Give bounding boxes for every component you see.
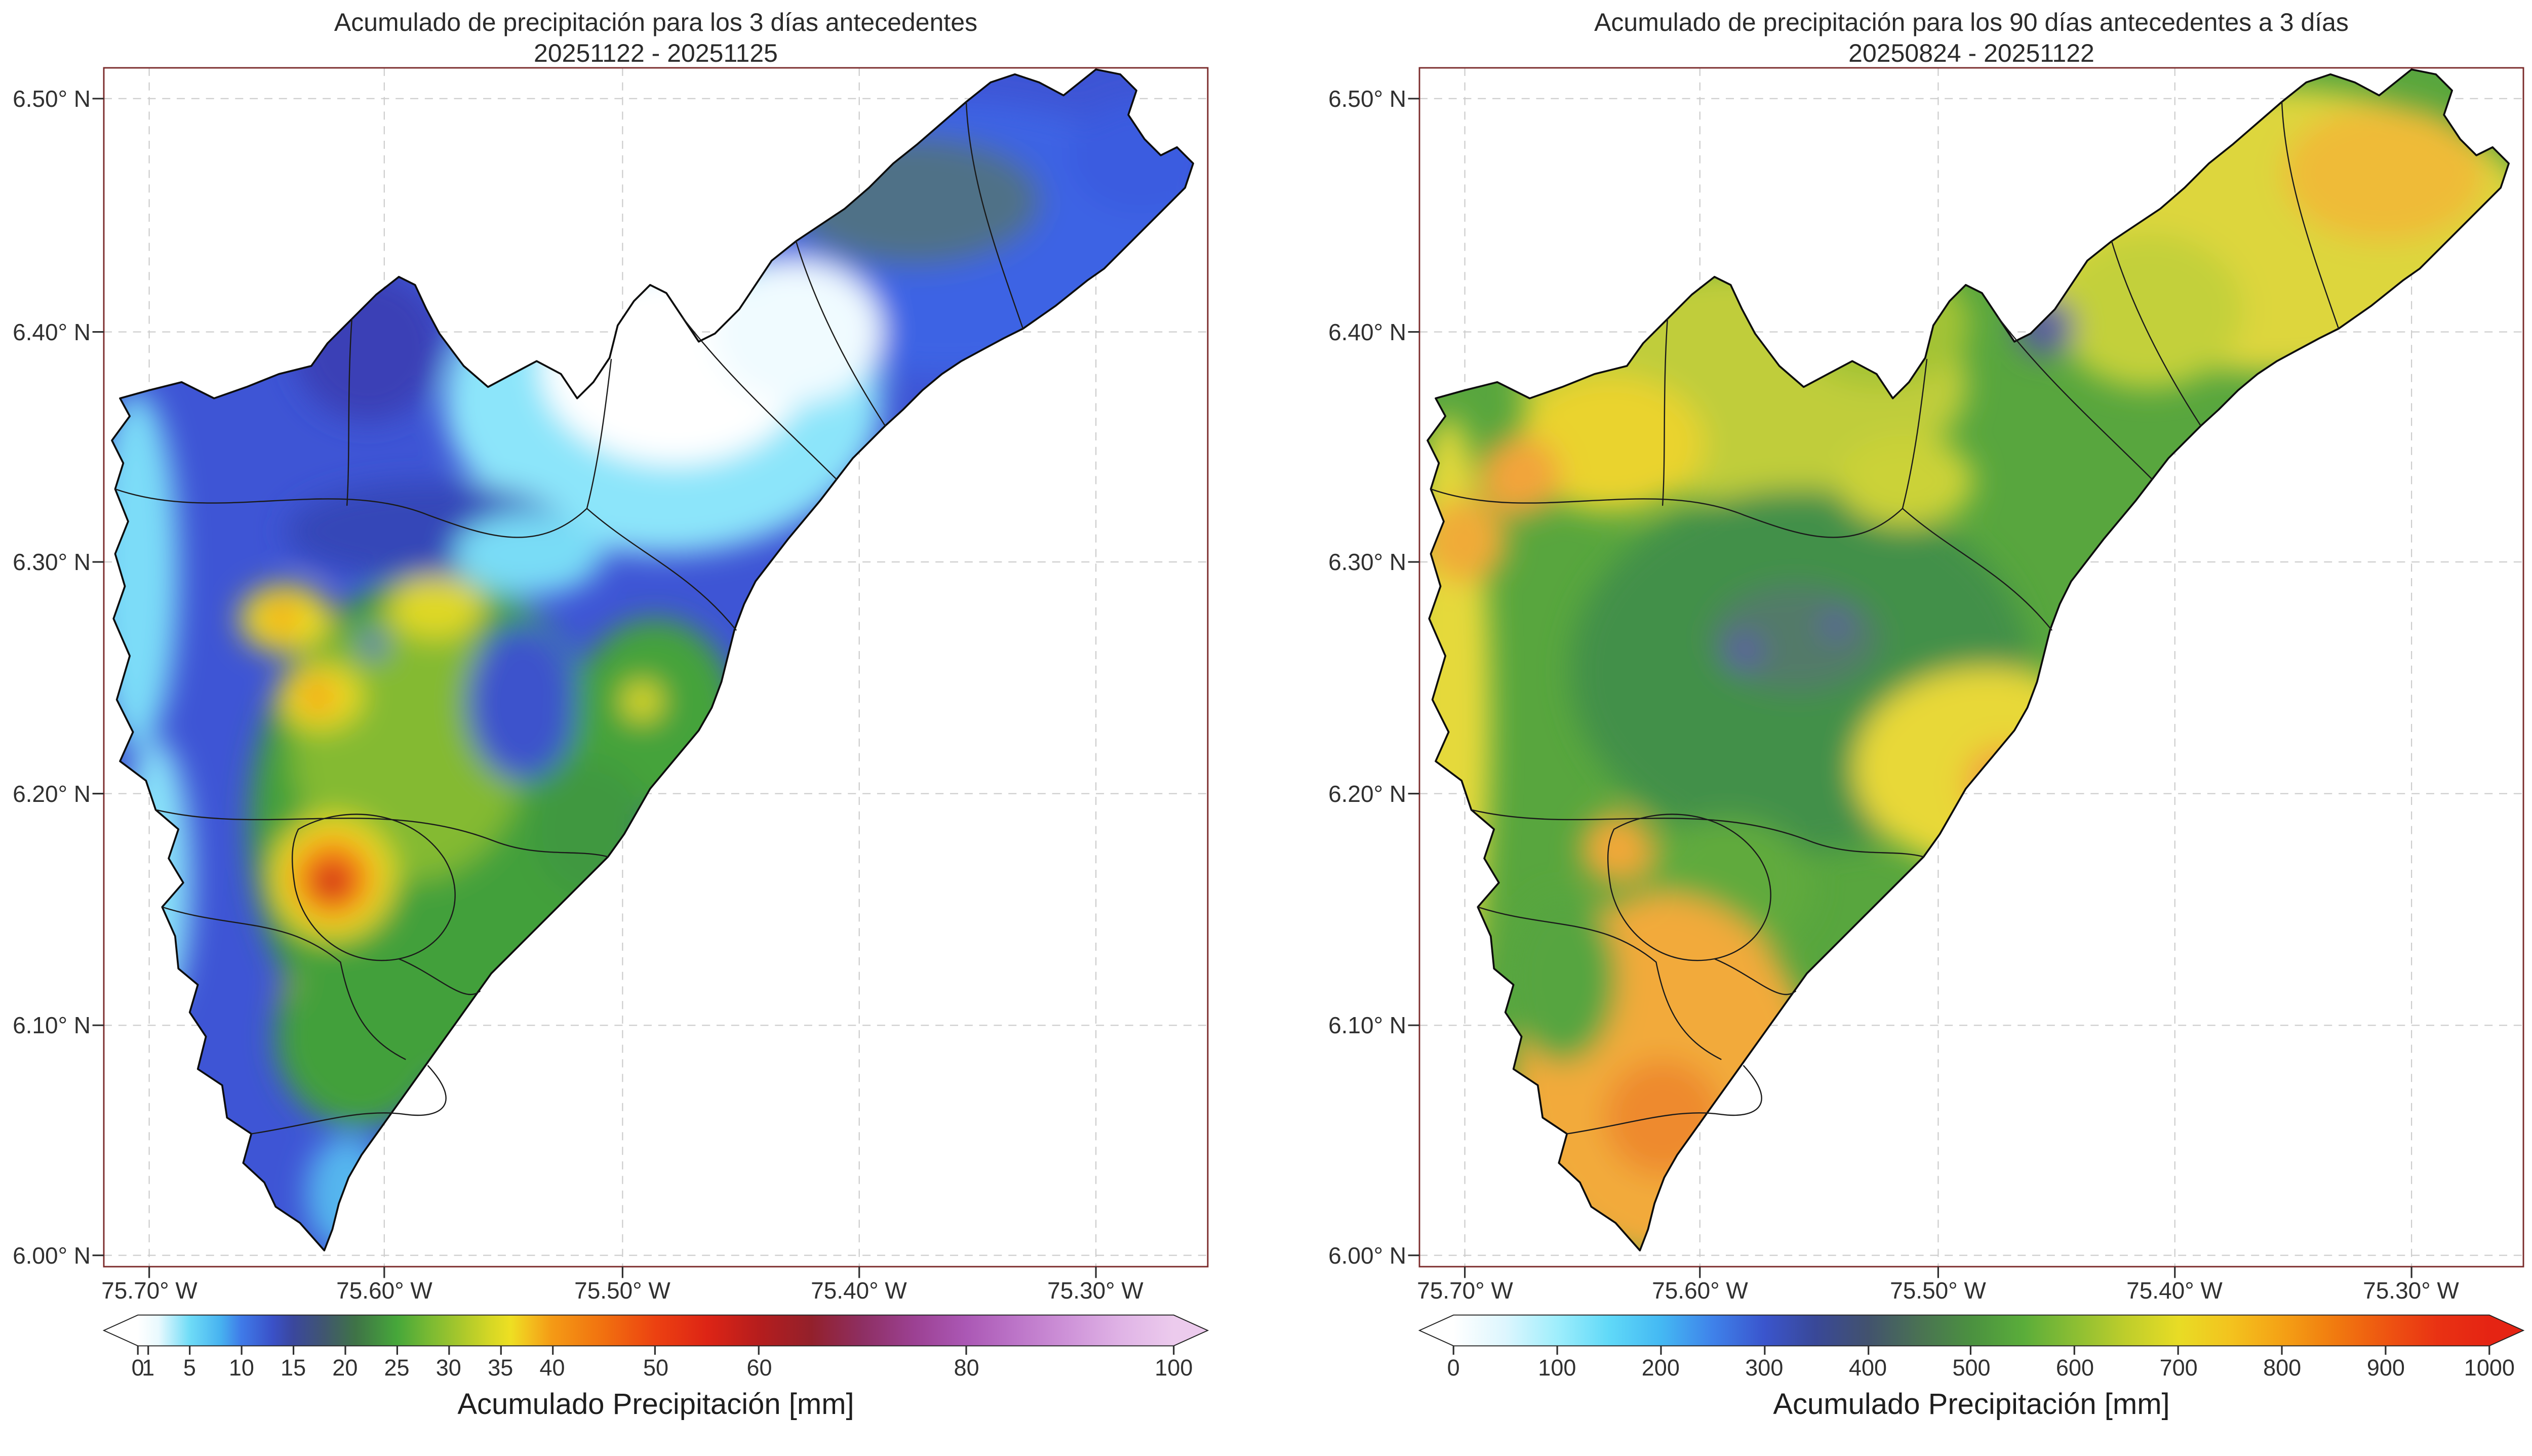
colorbar-tick-label: 700: [2159, 1355, 2198, 1381]
colorbar-tick-label: 100: [1538, 1355, 1576, 1381]
colorbar-tick-label: 80: [954, 1355, 979, 1381]
colorbar-tick-label: 20: [332, 1355, 358, 1381]
x-tick-label: 75.50° W: [574, 1277, 670, 1304]
panel-90-day: Acumulado de precipitación para los 90 d…: [1328, 0, 2525, 1456]
colorbar-tick-label: 100: [1155, 1355, 1193, 1381]
y-tick-label: 6.30° N: [1328, 549, 1406, 575]
x-tick-label: 75.30° W: [2363, 1277, 2459, 1304]
colorbar-tick-label: 15: [281, 1355, 306, 1381]
colorbar-tick-label: 400: [1848, 1355, 1887, 1381]
panel-subtitle: 20250824 - 20251122: [1848, 39, 2094, 67]
y-tick-label: 6.20° N: [13, 781, 91, 807]
x-tick-label: 75.40° W: [2126, 1277, 2223, 1304]
colorbar-tick-label: 900: [2366, 1355, 2405, 1381]
y-tick-label: 6.20° N: [1328, 781, 1406, 807]
y-tick-label: 6.00° N: [1328, 1242, 1406, 1269]
x-tick-label: 75.30° W: [1047, 1277, 1143, 1304]
colorbar-tick-label: 0: [131, 1355, 144, 1381]
colorbar-tick-label: 30: [436, 1355, 461, 1381]
axis-tick-marks: [92, 98, 1097, 1278]
x-tick-label: 75.60° W: [336, 1277, 432, 1304]
colorbar-tick-label: 800: [2263, 1355, 2302, 1381]
colorbar-label: Acumulado Precipitación [mm]: [457, 1388, 854, 1421]
colorbar-tick-label: 600: [2055, 1355, 2094, 1381]
colorbar-label: Acumulado Precipitación [mm]: [1773, 1388, 2170, 1421]
colorbar-tick-label: 5: [183, 1355, 196, 1381]
colorbar-tick-marks: [137, 1346, 1175, 1355]
x-tick-label: 75.40° W: [811, 1277, 907, 1304]
map-3day-svg: [92, 67, 1209, 1278]
precipitation-field-3day: [112, 69, 1194, 1250]
map-plot-90day: 6.50° N 6.40° N 6.30° N 6.20° N 6.10° N …: [1328, 67, 2524, 1304]
panel-subtitle: 20251122 - 20251125: [534, 39, 778, 67]
plot-frame: [1418, 67, 2524, 1268]
y-tick-label: 6.40° N: [13, 319, 91, 345]
precipitation-field-90day: [1428, 69, 2509, 1250]
y-tick-label: 6.40° N: [1328, 319, 1406, 345]
colorbar-tick-marks: [1452, 1346, 2490, 1355]
y-tick-label: 6.10° N: [1328, 1012, 1406, 1038]
y-tick-label: 6.50° N: [13, 86, 91, 112]
colorbar-tick-label: 300: [1745, 1355, 1784, 1381]
colorbar-tick-label: 60: [746, 1355, 772, 1381]
colorbar-gradient-90day: [1418, 1314, 2525, 1355]
panel-title-block: Acumulado de precipitación para los 90 d…: [1389, 7, 2532, 69]
colorbar-3day: 0 1 5 10 15 20 25 30 35 40 50 60 80 100 …: [102, 1314, 1209, 1456]
colorbar-tick-label: 1: [142, 1355, 155, 1381]
panel-title: Acumulado de precipitación para los 90 d…: [1594, 8, 2349, 36]
x-tick-label: 75.60° W: [1652, 1277, 1748, 1304]
y-tick-label: 6.50° N: [1328, 86, 1406, 112]
colorbar-tick-label: 200: [1641, 1355, 1680, 1381]
y-tick-label: 6.00° N: [13, 1242, 91, 1269]
panel-title-block: Acumulado de precipitación para los 3 dí…: [73, 7, 1238, 69]
map-90day-svg: [1408, 67, 2524, 1278]
colorbar-90day: 0 100 200 300 400 500 600 700 800 900 10…: [1418, 1314, 2525, 1456]
colorbar-tick-label: 35: [488, 1355, 513, 1381]
panel-3-day: Acumulado de precipitación para los 3 dí…: [13, 0, 1209, 1456]
colorbar-tick-label: 0: [1447, 1355, 1460, 1381]
colorbar-tick-label: 50: [643, 1355, 669, 1381]
colorbar-tick-label: 10: [228, 1355, 254, 1381]
x-tick-label: 75.70° W: [101, 1277, 197, 1304]
colorbar-tick-label: 500: [1952, 1355, 1991, 1381]
colorbar-tick-label: 1000: [2464, 1355, 2515, 1381]
plot-frame: [103, 67, 1209, 1268]
colorbar-tick-label: 40: [539, 1355, 565, 1381]
map-plot-3day: 6.50° N 6.40° N 6.30° N 6.20° N 6.10° N …: [13, 67, 1209, 1304]
colorbar-gradient-3day: [102, 1314, 1209, 1355]
axis-tick-marks: [1408, 98, 2412, 1278]
x-tick-label: 75.70° W: [1417, 1277, 1513, 1304]
y-tick-label: 6.10° N: [13, 1012, 91, 1038]
panel-title: Acumulado de precipitación para los 3 dí…: [334, 8, 978, 36]
y-tick-label: 6.30° N: [13, 549, 91, 575]
x-tick-label: 75.50° W: [1890, 1277, 1986, 1304]
colorbar-tick-label: 25: [384, 1355, 410, 1381]
